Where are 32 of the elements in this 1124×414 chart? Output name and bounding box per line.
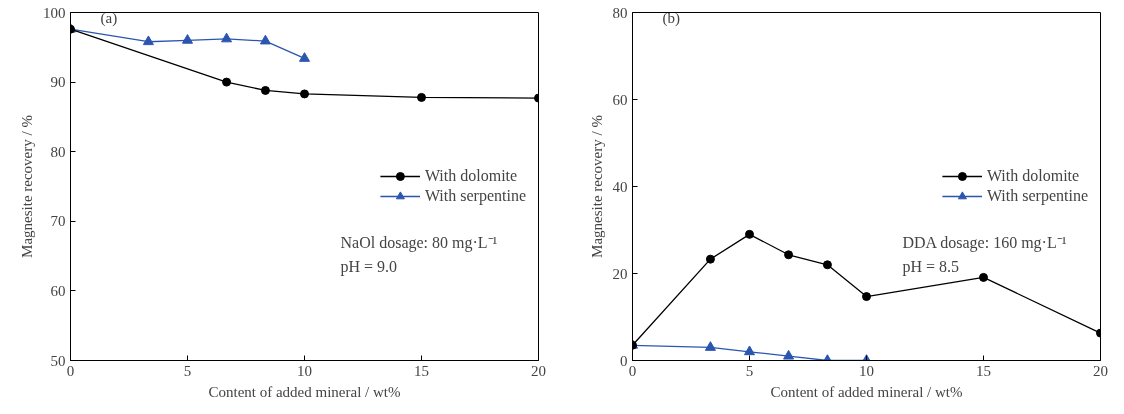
y-tick-label: 60 <box>50 282 66 299</box>
legend-label: With serpentine <box>986 187 1088 205</box>
y-tick-label: 40 <box>612 178 628 195</box>
annotation: NaOl dosage: 80 mg·L⁻¹ <box>340 233 498 252</box>
y-axis-title: Magnesite recovery / % <box>588 115 605 258</box>
legend-label: With dolomite <box>986 167 1080 185</box>
y-tick-label: 20 <box>612 265 628 282</box>
x-tick-label: 15 <box>976 362 991 379</box>
annotation: pH = 9.0 <box>340 257 398 276</box>
y-tick-label: 100 <box>43 4 66 21</box>
x-tick-label: 10 <box>297 362 312 379</box>
legend-label: With serpentine <box>424 187 526 205</box>
x-tick-label: 20 <box>531 362 546 379</box>
x-tick-label: 15 <box>414 362 429 379</box>
annotation: pH = 8.5 <box>902 257 960 276</box>
x-tick-label: 5 <box>745 362 754 379</box>
x-axis-title: Content of added mineral / wt% <box>208 383 401 400</box>
y-tick-label: 80 <box>612 4 628 21</box>
y-tick-label: 90 <box>50 74 66 91</box>
legend-label: With dolomite <box>424 167 518 185</box>
y-tick-label: 60 <box>612 91 628 108</box>
y-tick-label: 50 <box>50 352 66 369</box>
y-axis-title: Magnesite recovery / % <box>19 115 35 258</box>
x-tick-label: 5 <box>183 362 192 379</box>
annotation: (b) <box>662 9 680 27</box>
annotation: DDA dosage: 160 mg·L⁻¹ <box>902 233 1067 252</box>
x-tick-label: 10 <box>859 362 874 379</box>
x-tick-label: 20 <box>1093 362 1108 379</box>
y-tick-label: 80 <box>50 143 66 160</box>
x-axis-title: Content of added mineral / wt% <box>770 383 963 400</box>
annotation: (a) <box>100 9 118 27</box>
y-tick-label: 70 <box>50 213 66 230</box>
